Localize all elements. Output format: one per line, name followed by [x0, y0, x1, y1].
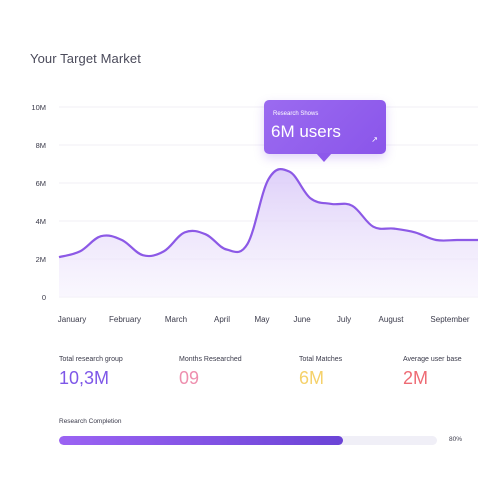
x-tick-label: May [254, 315, 269, 324]
y-tick-label: 6M [36, 179, 46, 188]
progress-percent: 80% [449, 436, 463, 443]
x-tick-label: July [337, 315, 351, 324]
progress-fill [59, 436, 343, 445]
stat-value: 2M [403, 368, 429, 388]
x-tick-label: February [109, 315, 141, 324]
page-title: Your Target Market [30, 51, 141, 66]
tooltip-label: Research Shows [273, 111, 319, 117]
y-tick-label: 0 [42, 293, 46, 302]
x-tick-label: April [214, 315, 230, 324]
arrow-up-right-icon: ↗ [371, 135, 378, 144]
stat-label: Average user base [403, 356, 462, 363]
stat-average-user-base: Average user base 2M [403, 356, 462, 389]
stat-total-matches: Total Matches 6M [299, 356, 342, 389]
x-tick-label: January [58, 315, 86, 324]
x-tick-label: March [165, 315, 187, 324]
stat-label: Total research group [59, 356, 123, 363]
stat-value: 10,3M [59, 368, 110, 388]
stat-total-research-group: Total research group 10,3M [59, 356, 123, 389]
stat-label: Months Researched [179, 356, 242, 363]
stat-value: 09 [179, 368, 200, 388]
chart-area: 10M 8M 6M 4M 2M 0 January February March April May… [31, 103, 478, 324]
progress-bar [59, 436, 437, 445]
x-tick-label: August [379, 315, 405, 324]
y-tick-label: 8M [36, 141, 46, 150]
research-tooltip: Research Shows 6M users ↗ [264, 100, 386, 162]
tooltip-value: 6M users [271, 122, 341, 141]
y-tick-label: 4M [36, 217, 46, 226]
x-tick-label: September [430, 315, 469, 324]
stat-months-researched: Months Researched 09 [179, 356, 242, 389]
x-tick-label: June [293, 315, 311, 324]
progress-label: Research Completion [59, 418, 122, 425]
stat-value: 6M [299, 368, 325, 388]
area-fill [59, 169, 478, 297]
y-tick-label: 2M [36, 255, 46, 264]
line-chart: 10M 8M 6M 4M 2M 0 January February March April May… [31, 103, 478, 324]
y-tick-label: 10M [31, 103, 46, 112]
stat-label: Total Matches [299, 356, 343, 363]
series-line [58, 167, 478, 259]
